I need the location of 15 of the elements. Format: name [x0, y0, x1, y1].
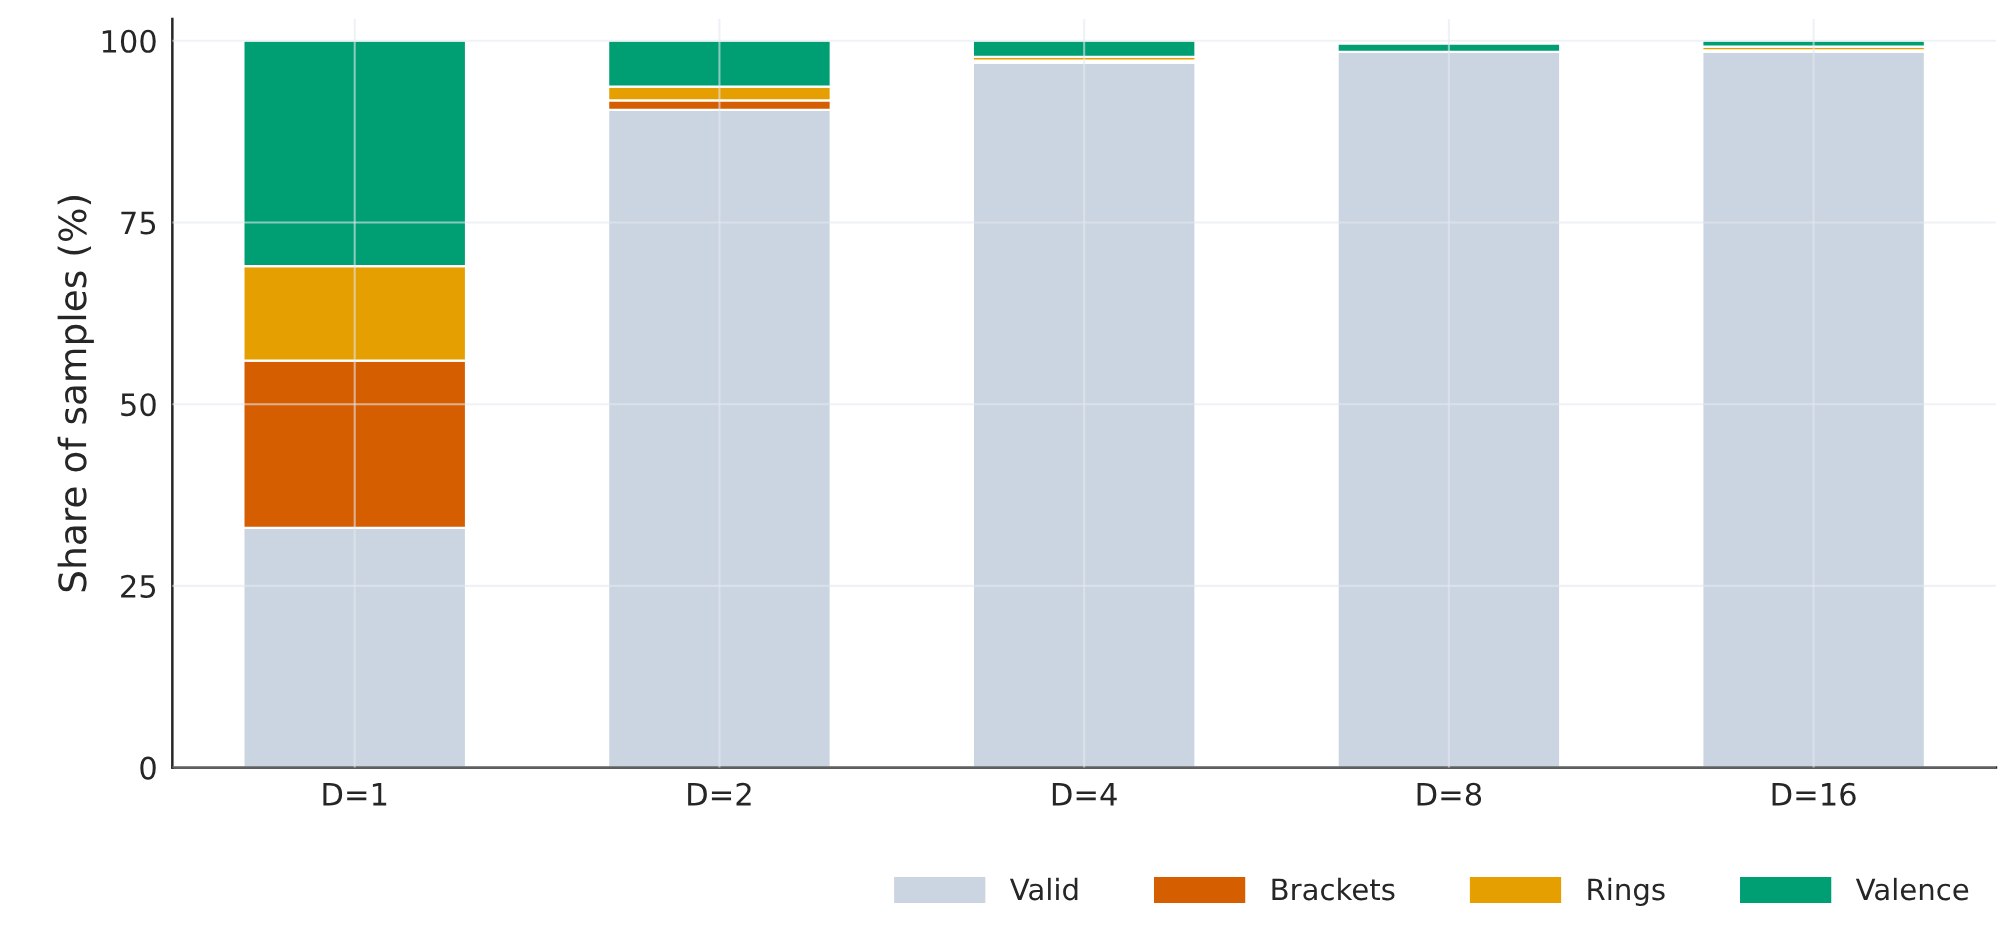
x-tick-label: D=1: [323, 783, 387, 806]
x-tick-label: D=2: [688, 782, 751, 806]
y-tick-label: 75: [121, 211, 156, 235]
y-tick-label: 0: [140, 756, 156, 780]
y-tick-label: 25: [121, 574, 156, 598]
x-tick-label: D=8: [1417, 782, 1482, 806]
legend-label: Brackets: [1272, 877, 1395, 901]
y-tick-label: 100: [102, 29, 156, 53]
y-tick-label: 50: [121, 393, 156, 417]
x-tick-label: D=16: [1772, 782, 1856, 806]
legend-label: Valid: [1009, 877, 1078, 901]
legend-label: Valence: [1855, 877, 1969, 901]
legend-label: Rings: [1588, 877, 1665, 907]
y-axis-title: Share of samples (%): [57, 196, 94, 592]
x-tick-label: D=4: [1052, 783, 1117, 806]
